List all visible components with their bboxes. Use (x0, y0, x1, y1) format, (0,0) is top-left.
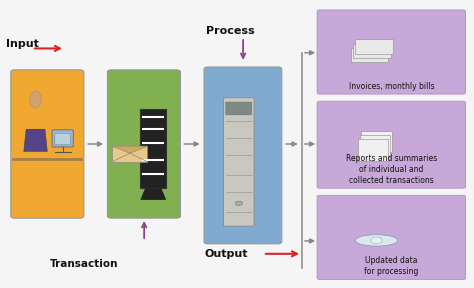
Circle shape (371, 237, 382, 244)
Text: Process: Process (206, 26, 255, 36)
FancyBboxPatch shape (223, 98, 254, 226)
FancyBboxPatch shape (108, 70, 181, 218)
Polygon shape (112, 146, 147, 153)
Polygon shape (24, 129, 47, 151)
FancyBboxPatch shape (140, 109, 166, 188)
FancyBboxPatch shape (204, 67, 282, 244)
FancyBboxPatch shape (356, 39, 393, 54)
Circle shape (235, 201, 243, 206)
FancyBboxPatch shape (317, 195, 465, 279)
Polygon shape (140, 188, 166, 200)
Text: Invoices, monthly bills: Invoices, monthly bills (348, 82, 434, 91)
Ellipse shape (30, 91, 41, 108)
Ellipse shape (356, 235, 398, 246)
Text: Transaction: Transaction (50, 259, 118, 269)
Text: Output: Output (205, 249, 248, 259)
FancyBboxPatch shape (359, 135, 390, 156)
FancyBboxPatch shape (112, 146, 147, 162)
FancyBboxPatch shape (353, 43, 391, 58)
Text: Input: Input (6, 39, 39, 49)
FancyBboxPatch shape (317, 10, 465, 94)
Text: Updated data
for processing: Updated data for processing (364, 256, 419, 276)
FancyBboxPatch shape (351, 48, 388, 62)
FancyBboxPatch shape (55, 133, 71, 145)
FancyBboxPatch shape (357, 139, 388, 161)
FancyBboxPatch shape (361, 131, 392, 152)
FancyBboxPatch shape (52, 130, 73, 147)
FancyBboxPatch shape (317, 101, 465, 188)
FancyBboxPatch shape (226, 102, 252, 115)
FancyBboxPatch shape (11, 70, 84, 218)
Text: Reports and summaries
of individual and
collected transactions: Reports and summaries of individual and … (346, 154, 437, 185)
